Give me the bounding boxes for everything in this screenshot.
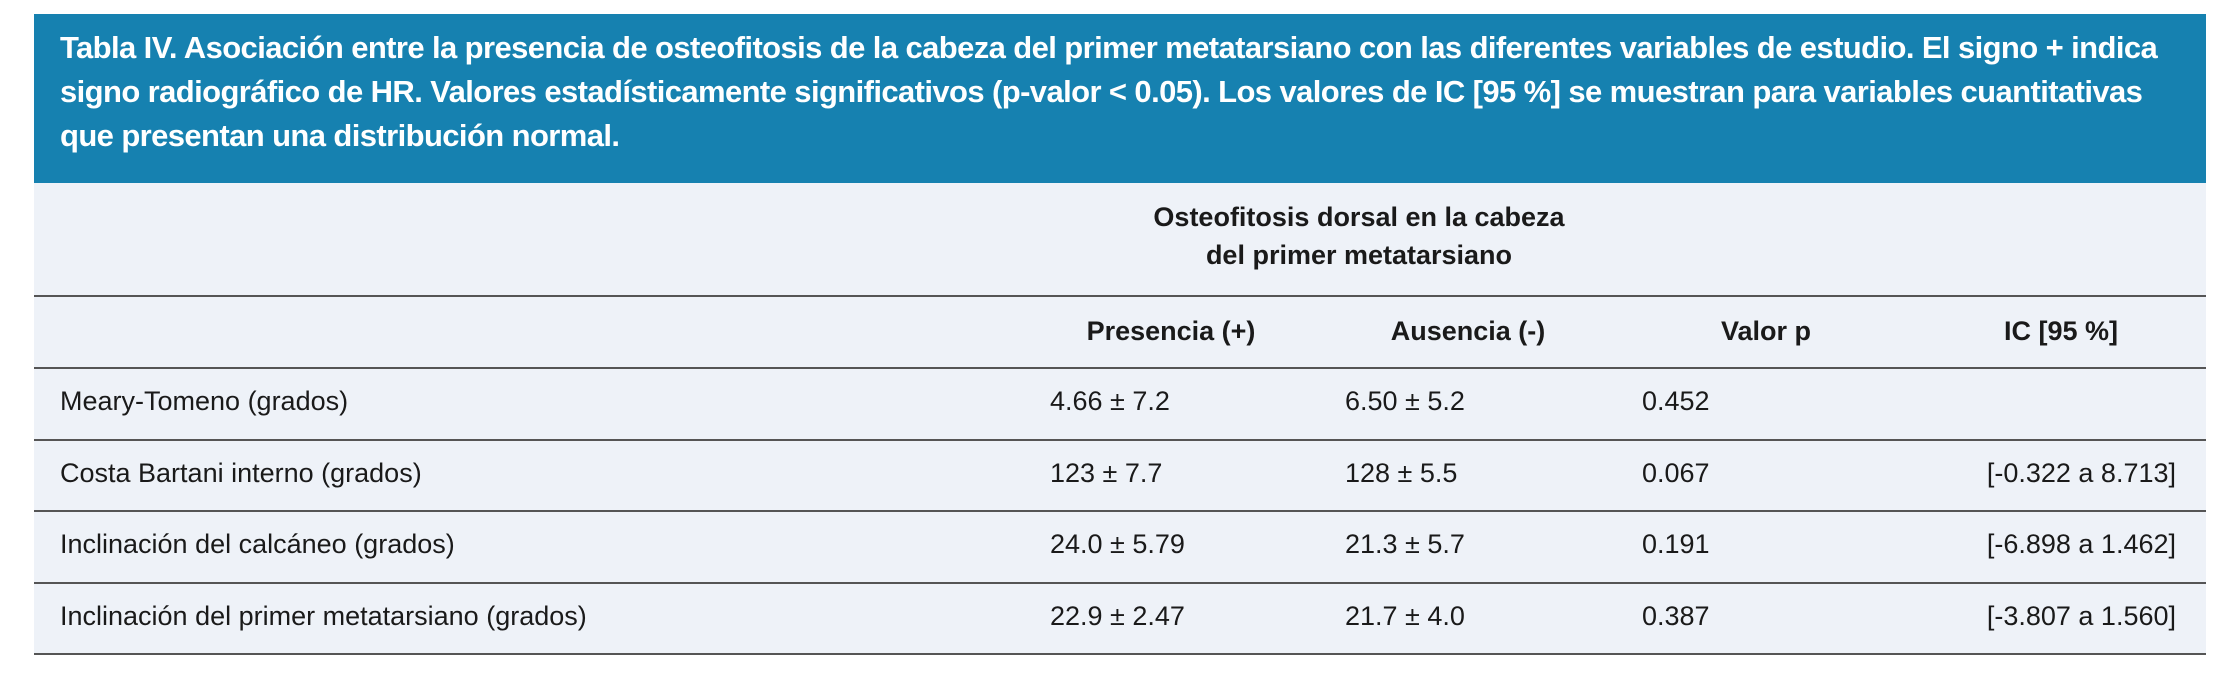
divider (34, 581, 2206, 584)
table-iv: Tabla IV. Asociación entre la presencia … (34, 14, 2206, 655)
column-header-presencia: Presencia (+) (1086, 316, 1256, 346)
p-value: 0.191 (1642, 529, 1710, 559)
row-label: Costa Bartani interno (grados) (60, 457, 422, 488)
divider (34, 438, 2206, 441)
group-header-line1: Osteofitosis dorsal en la cabeza (1153, 202, 1565, 232)
presencia-value: 22.9 ± 2.47 (1050, 600, 1185, 631)
row-label: Meary-Tomeno (grados) (60, 386, 349, 416)
group-header: Osteofitosis dorsal en la cabeza del pri… (1059, 198, 1659, 274)
ic-value: [-3.807 a 1.560] (1986, 600, 2176, 631)
p-value: 0.387 (1642, 600, 1710, 631)
divider (34, 510, 2206, 512)
column-header-ausencia: Ausencia (-) (1390, 316, 1546, 346)
p-value: 0.452 (1642, 386, 1710, 416)
presencia-value: 4.66 ± 7.2 (1050, 386, 1170, 416)
ausencia-value: 21.7 ± 4.0 (1345, 600, 1465, 631)
ic-value: [-6.898 a 1.462] (1986, 529, 2176, 559)
group-header-line2: del primer metatarsiano (1205, 240, 1513, 270)
ausencia-value: 128 ± 5.5 (1345, 457, 1458, 488)
row-label: Inclinación del primer metatarsiano (gra… (60, 600, 587, 631)
column-header-valor-p: Valor p (1720, 316, 1812, 346)
row-label: Inclinación del calcáneo (grados) (60, 529, 455, 559)
presencia-value: 123 ± 7.7 (1050, 457, 1163, 488)
presencia-value: 24.0 ± 5.79 (1050, 529, 1185, 559)
ic-value: [-0.322 a 8.713] (1986, 457, 2176, 488)
table-caption: Tabla IV. Asociación entre la presencia … (34, 14, 2206, 183)
column-header-ic: IC [95 %] (2003, 316, 2119, 346)
p-value: 0.067 (1642, 457, 1710, 488)
divider (34, 653, 2206, 655)
ausencia-value: 6.50 ± 5.2 (1345, 386, 1465, 416)
ausencia-value: 21.3 ± 5.7 (1345, 529, 1465, 559)
divider (34, 367, 2206, 369)
divider (34, 295, 2206, 297)
